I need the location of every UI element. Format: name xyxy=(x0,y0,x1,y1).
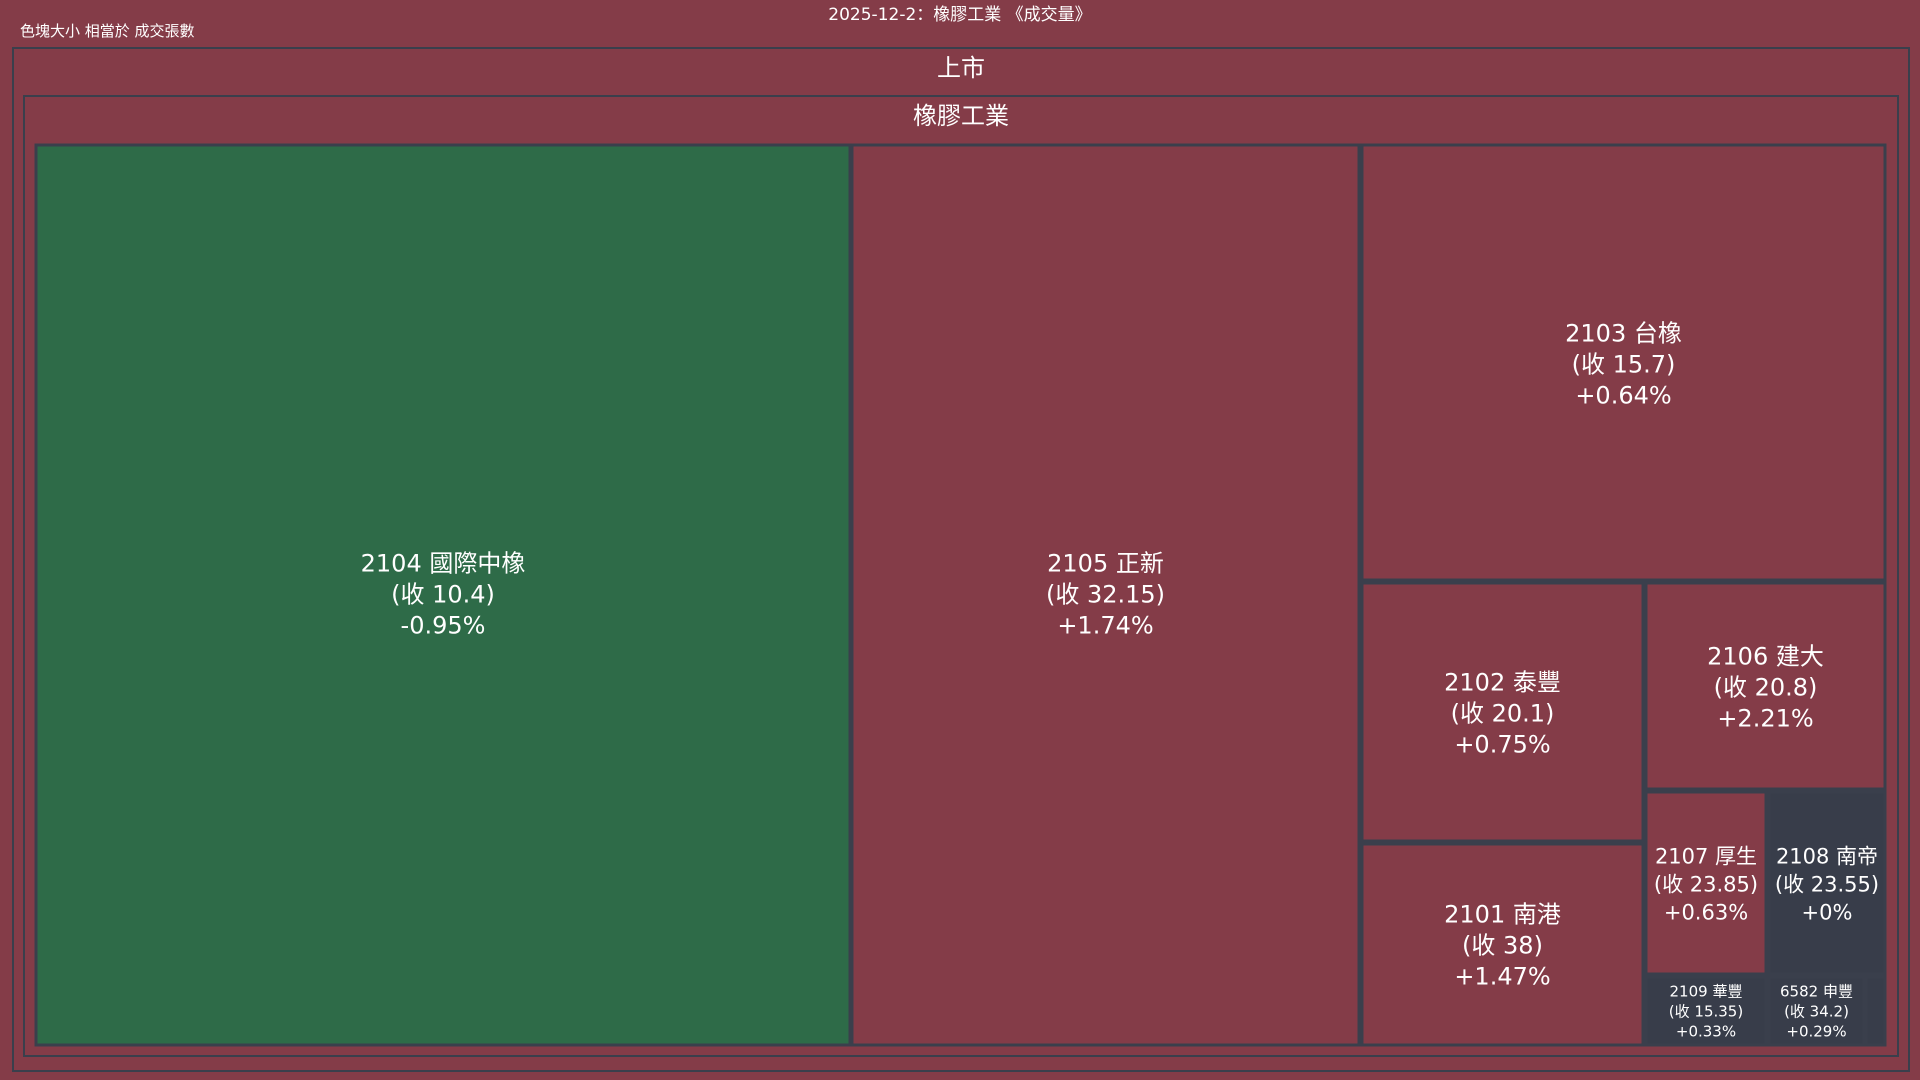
tile-2106[interactable]: 2106 建大 (收 20.8) +2.21% xyxy=(1644,581,1887,791)
tile-close: (收 10.4) xyxy=(391,581,495,609)
market-label: 上市 xyxy=(937,54,985,82)
tile-label: 2106 建大 xyxy=(1707,643,1824,671)
tile-close: (收 32.15) xyxy=(1046,581,1165,609)
tile-rect[interactable] xyxy=(1360,581,1645,843)
tile-close: (收 23.55) xyxy=(1775,873,1879,897)
tile-close: (收 23.85) xyxy=(1654,873,1758,897)
tile-change: -0.95% xyxy=(401,612,486,640)
tile-close: (收 15.7) xyxy=(1572,351,1676,379)
tile-rect[interactable] xyxy=(1360,842,1645,1047)
tile-change: +0.63% xyxy=(1664,901,1748,925)
tile-label: 2109 華豐 xyxy=(1670,982,1743,1000)
tile-rect[interactable] xyxy=(1644,975,1768,1047)
tile-label: 2103 台橡 xyxy=(1565,320,1682,348)
tile-rect[interactable] xyxy=(1360,143,1887,582)
tile-6582[interactable]: 6582 申豐 (收 34.2) +0.29% xyxy=(1767,975,1866,1047)
tile-change: +0.33% xyxy=(1676,1022,1736,1040)
tile-change: +1.47% xyxy=(1454,963,1550,991)
sector-label: 橡膠工業 xyxy=(913,102,1009,130)
tile-rect[interactable] xyxy=(1767,790,1887,976)
tile-2108[interactable]: 2108 南帝 (收 23.55) +0% xyxy=(1767,790,1887,976)
tile-label: 2108 南帝 xyxy=(1776,845,1878,869)
size-note: 色塊大小 相當於 成交張數 xyxy=(20,22,195,40)
tile-rect[interactable] xyxy=(1864,975,1887,1047)
tile-rect[interactable] xyxy=(1644,581,1887,791)
tile-close: (收 20.1) xyxy=(1451,700,1555,728)
tile-close: (收 38) xyxy=(1462,932,1543,960)
tile-other[interactable] xyxy=(1864,975,1887,1047)
tile-change: +1.74% xyxy=(1057,612,1153,640)
tile-change: +0.29% xyxy=(1786,1022,1846,1040)
tile-2104[interactable]: 2104 國際中橡 (收 10.4) -0.95% xyxy=(34,143,852,1047)
tile-2102[interactable]: 2102 泰豐 (收 20.1) +0.75% xyxy=(1360,581,1645,843)
tile-close: (收 34.2) xyxy=(1784,1002,1849,1020)
tile-label: 6582 申豐 xyxy=(1780,982,1853,1000)
tile-label: 2101 南港 xyxy=(1444,901,1561,929)
tile-2105[interactable]: 2105 正新 (收 32.15) +1.74% xyxy=(850,143,1361,1047)
tile-change: +0.64% xyxy=(1575,382,1671,410)
tile-change: +0.75% xyxy=(1454,731,1550,759)
tile-rect[interactable] xyxy=(850,143,1361,1047)
tile-rect[interactable] xyxy=(34,143,852,1047)
tile-label: 2104 國際中橡 xyxy=(361,550,526,578)
chart-title: 2025-12-2：橡膠工業 《成交量》 xyxy=(828,5,1092,25)
tile-label: 2102 泰豐 xyxy=(1444,669,1561,697)
tile-2101[interactable]: 2101 南港 (收 38) +1.47% xyxy=(1360,842,1645,1047)
tile-rect[interactable] xyxy=(1767,975,1866,1047)
tile-close: (收 20.8) xyxy=(1714,674,1818,702)
tile-close: (收 15.35) xyxy=(1669,1002,1743,1020)
tile-rect[interactable] xyxy=(1644,790,1768,976)
tile-2107[interactable]: 2107 厚生 (收 23.85) +0.63% xyxy=(1644,790,1768,976)
tile-2109[interactable]: 2109 華豐 (收 15.35) +0.33% xyxy=(1644,975,1768,1047)
tile-label: 2107 厚生 xyxy=(1655,845,1757,869)
tile-change: +0% xyxy=(1802,901,1853,925)
tile-change: +2.21% xyxy=(1717,705,1813,733)
tile-2103[interactable]: 2103 台橡 (收 15.7) +0.64% xyxy=(1360,143,1887,582)
tile-label: 2105 正新 xyxy=(1047,550,1164,578)
